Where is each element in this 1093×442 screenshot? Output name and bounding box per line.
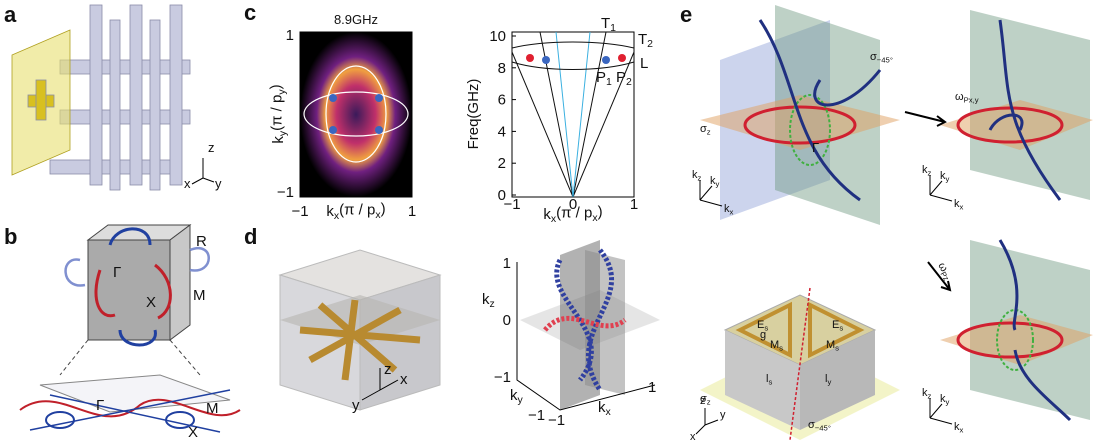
axis-label: z [384,361,392,378]
axis-label: ky [940,170,950,183]
point-label: Γ [96,397,104,414]
point-label: Γ [113,264,121,281]
plot-title: 8.9GHz [334,12,378,27]
band-plot [511,31,635,198]
field-label: Ms [826,339,839,352]
point-label: Γ [812,140,819,155]
panel-label: a [4,2,17,27]
field-label: Es [832,319,843,332]
axis-label: kz [922,387,932,400]
y-tick-label: 6 [498,92,506,109]
x-axis-label: kx [598,399,612,418]
panel-label: e [680,2,692,27]
x-axis-label: kx(π / px) [543,203,602,225]
y-axis-label: Freq(GHz) [465,79,482,150]
x-tick-label: −1 [548,412,565,429]
band-label: T2 [638,31,653,50]
field-label: Ms [770,339,783,352]
nodal-line-3d [516,240,660,411]
brillouin-zone [19,224,241,433]
axes-icon [695,408,719,435]
x-tick-label: 0 [569,196,577,213]
y-tick-label: 8 [498,60,506,77]
panel-label: c [244,0,256,25]
y-axis-label: ky [510,387,524,406]
axis-label: kx [724,203,734,216]
contour [303,91,409,137]
axis-label: x [690,431,696,442]
z-tick-label: 1 [503,255,511,272]
axis-label: kx [954,198,964,211]
axis-label: y [352,397,360,414]
field-label: Es [757,319,768,332]
point-label: R [196,233,207,250]
axes-icon [191,158,215,185]
y-axis-label: ky(π / py) [267,84,289,143]
band-label: P2 [616,69,632,88]
point-label: M [193,287,206,304]
axis-label: ky [940,393,950,406]
z-tick-label: 0 [503,312,511,329]
y-tick-label: 0 [498,187,506,204]
point-label: X [188,424,198,441]
axis-label: x [184,176,191,191]
x-tick-label: −1 [503,196,520,213]
metamaterial-illustration [278,249,442,411]
point-label: X [146,294,156,311]
nodal-diagram-lower-right [940,239,1093,422]
y-tick-label: 10 [489,28,506,45]
plane-label: σ−45° [808,419,831,432]
z-tick-label: −1 [494,369,511,386]
nodal-diagram-upper-left [700,5,900,225]
y-tick-label: −1 [277,184,294,201]
z-axis-label: kz [482,291,495,310]
axis-label: kx [954,421,964,434]
arrow [904,111,952,292]
axis-label: kz [692,169,702,182]
heatmap [299,31,413,198]
x-tick-label: 1 [408,203,416,220]
perturbation-label: ωPz [934,261,954,283]
length-label: ls [766,373,772,386]
nodal-points [329,94,383,134]
x-tick-label: 1 [648,379,656,396]
y-tick-label: 2 [498,155,506,172]
field-label: g [760,329,766,341]
axis-label: z [208,140,215,155]
band-label: T1 [601,15,616,34]
band-label: P1 [596,69,612,88]
plane-label: σz [700,123,711,136]
x-tick-label: −1 [291,203,308,220]
contour [325,65,387,163]
plane-label: σz [700,393,711,406]
plane-label: σ−45° [870,51,893,64]
y-tick-label: 4 [498,123,506,140]
point-label: M [206,400,219,417]
axis-label: ky [710,175,720,188]
band-label: L [640,55,648,72]
panel-label: b [4,224,17,249]
y-tick-label: 1 [286,27,294,44]
nodal-diagram-upper-right [940,10,1093,201]
axis-label: z [700,395,706,407]
axis-label: x [400,371,408,388]
x-tick-label: 1 [630,196,638,213]
axes-icon [699,180,723,207]
axis-label: kz [922,164,932,177]
x-axis-label: kx(π / px) [326,200,385,222]
axes-icon [929,398,953,425]
unit-cell-illustration [700,287,900,441]
axis-label: y [215,176,222,191]
axis-label: y [720,409,726,421]
panel-label: d [244,224,257,249]
perturbation-label: ωPx,y [955,91,979,104]
axes-icon [929,175,953,202]
length-label: ly [825,373,831,386]
lattice-illustration [11,4,191,191]
y-tick-label: −1 [528,407,545,424]
